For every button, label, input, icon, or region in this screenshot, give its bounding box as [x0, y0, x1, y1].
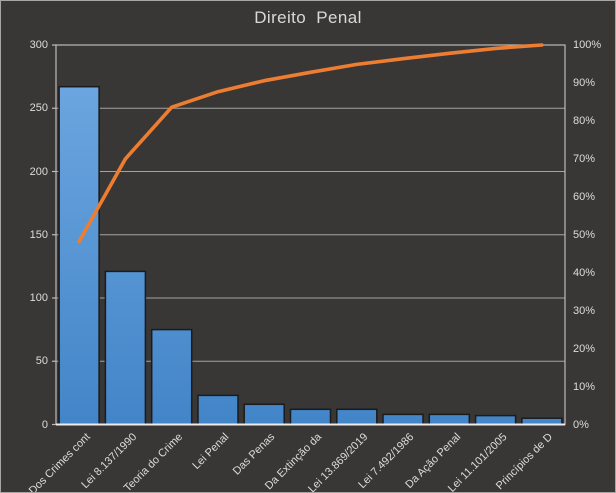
right-axis-tick-label: 40% — [573, 266, 596, 279]
right-axis-tick-label: 10% — [573, 380, 596, 393]
right-axis-tick-label: 100% — [573, 39, 602, 51]
right-axis-tick-label: 70% — [573, 152, 596, 165]
left-axis-tick-label: 0 — [41, 418, 48, 431]
right-axis-tick-label: 80% — [573, 114, 596, 127]
left-axis-ticks — [52, 44, 56, 426]
left-axis-tick-label: 200 — [29, 165, 48, 178]
x-axis-category-label: Lei Penal — [190, 430, 232, 472]
right-axis-tick-label: 90% — [573, 76, 596, 89]
left-axis-tick-label: 100 — [29, 292, 48, 304]
x-axis-category-label: Das Penas — [231, 430, 278, 478]
right-axis-tick-label: 50% — [573, 228, 596, 241]
left-axis-tick-label: 250 — [29, 102, 48, 115]
frequency-bars — [58, 85, 563, 426]
bar — [58, 85, 100, 426]
left-axis-tick-label: 300 — [29, 39, 48, 51]
right-axis-tick-label: 20% — [573, 342, 596, 355]
right-axis-tick-label: 60% — [573, 190, 596, 203]
chart-title: Direito Penal — [254, 8, 362, 27]
right-axis-tick-label: 30% — [573, 304, 596, 317]
right-axis-tick-label: 0% — [573, 418, 589, 431]
bar — [197, 394, 239, 426]
left-axis-tick-label: 50 — [35, 355, 48, 368]
cumulative-line — [77, 43, 544, 244]
bar — [150, 328, 193, 426]
gridlines — [56, 107, 565, 362]
left-axis-tick-label: 150 — [29, 228, 48, 241]
bar — [104, 270, 147, 426]
